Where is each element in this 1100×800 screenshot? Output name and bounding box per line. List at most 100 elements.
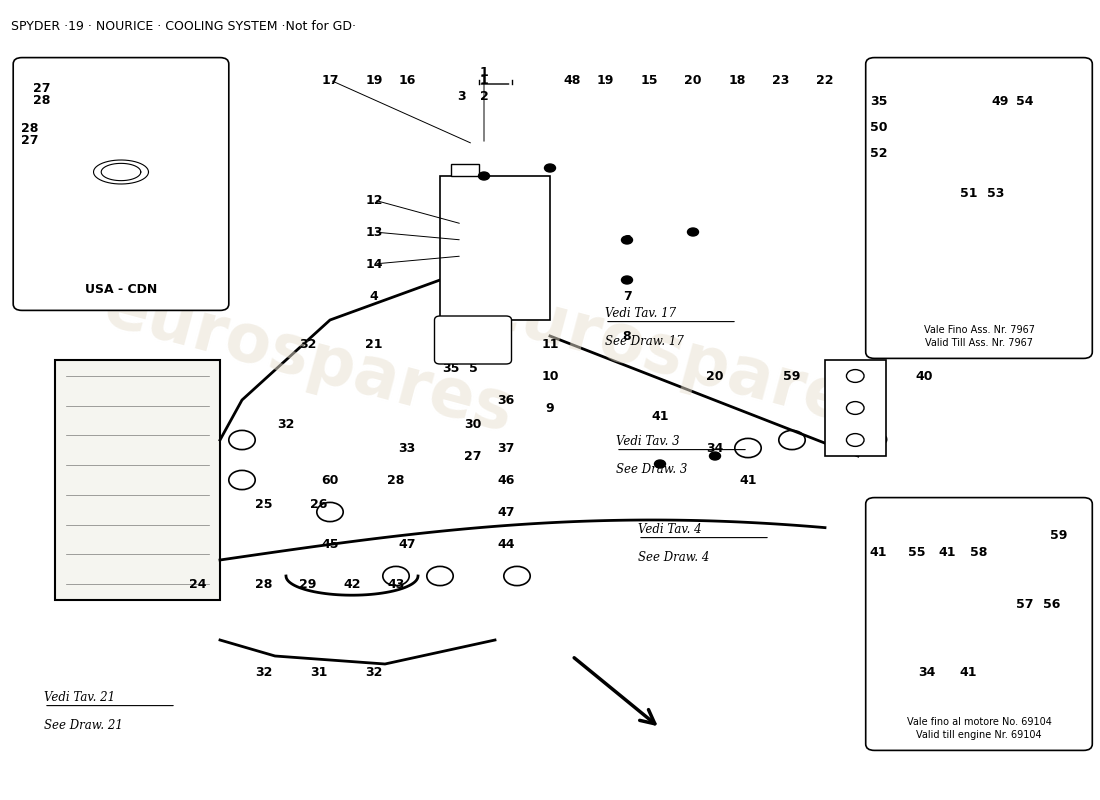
Text: Vedi Tav. 3: Vedi Tav. 3 — [616, 435, 680, 448]
Text: 44: 44 — [497, 538, 515, 550]
Text: 35: 35 — [442, 362, 460, 374]
Text: 1: 1 — [480, 74, 488, 86]
Text: 32: 32 — [365, 666, 383, 678]
Text: 41: 41 — [939, 546, 956, 558]
Text: 41: 41 — [739, 474, 757, 486]
Text: 57: 57 — [1016, 598, 1034, 611]
Text: 10: 10 — [541, 370, 559, 382]
Text: 13: 13 — [365, 226, 383, 238]
Text: 25: 25 — [255, 498, 273, 510]
Text: See Draw. 17: See Draw. 17 — [605, 335, 684, 348]
Text: SPYDER ·19 · NOURICE · COOLING SYSTEM ·Not for GD·: SPYDER ·19 · NOURICE · COOLING SYSTEM ·N… — [11, 20, 356, 33]
Text: 31: 31 — [310, 666, 328, 678]
Text: 60: 60 — [321, 474, 339, 486]
Text: 49: 49 — [991, 95, 1009, 108]
Circle shape — [710, 452, 720, 460]
Bar — [825, 360, 886, 456]
Bar — [440, 176, 550, 320]
Text: 28: 28 — [255, 578, 273, 590]
Text: 18: 18 — [728, 74, 746, 86]
Text: 34: 34 — [706, 442, 724, 454]
Text: 20: 20 — [684, 74, 702, 86]
Text: 47: 47 — [398, 538, 416, 550]
Text: Vedi Tav. 4: Vedi Tav. 4 — [638, 523, 702, 536]
Text: 7: 7 — [623, 290, 631, 302]
Text: See Draw. 21: See Draw. 21 — [44, 719, 123, 732]
Text: 37: 37 — [497, 442, 515, 454]
Text: 28: 28 — [33, 94, 51, 106]
Circle shape — [621, 276, 632, 284]
Text: 54: 54 — [1016, 95, 1034, 108]
Text: eurospares: eurospares — [96, 274, 520, 446]
FancyBboxPatch shape — [866, 498, 1092, 750]
Text: 16: 16 — [398, 74, 416, 86]
Text: Vedi Tav. 21: Vedi Tav. 21 — [44, 691, 116, 704]
Text: 19: 19 — [365, 74, 383, 86]
Bar — [55, 360, 220, 600]
Text: 21: 21 — [365, 338, 383, 350]
Text: 40: 40 — [915, 370, 933, 382]
Text: 27: 27 — [464, 450, 482, 462]
Text: Vale Fino Ass. Nr. 7967
Valid Till Ass. Nr. 7967: Vale Fino Ass. Nr. 7967 Valid Till Ass. … — [924, 325, 1034, 348]
Text: 58: 58 — [970, 546, 988, 558]
Text: USA - CDN: USA - CDN — [85, 283, 157, 296]
Text: 50: 50 — [870, 121, 888, 134]
Text: 5: 5 — [469, 362, 477, 374]
Text: 6: 6 — [623, 234, 631, 246]
Text: 27: 27 — [21, 134, 38, 147]
Text: 43: 43 — [387, 578, 405, 590]
Text: 19: 19 — [596, 74, 614, 86]
Text: 41: 41 — [960, 666, 977, 678]
Text: 29: 29 — [299, 578, 317, 590]
Text: 45: 45 — [321, 538, 339, 550]
Text: 41: 41 — [870, 546, 888, 558]
Text: 34: 34 — [918, 666, 935, 678]
FancyBboxPatch shape — [866, 58, 1092, 358]
Text: 22: 22 — [816, 74, 834, 86]
Text: 59: 59 — [1049, 529, 1067, 542]
Text: 38: 38 — [849, 370, 867, 382]
Text: 46: 46 — [497, 474, 515, 486]
Circle shape — [688, 228, 698, 236]
Text: 20: 20 — [706, 370, 724, 382]
Text: 56: 56 — [1044, 598, 1060, 611]
Circle shape — [544, 164, 556, 172]
FancyBboxPatch shape — [13, 58, 229, 310]
Text: eurospares: eurospares — [470, 274, 894, 446]
Text: 17: 17 — [321, 74, 339, 86]
Text: 28: 28 — [21, 122, 38, 135]
Text: 47: 47 — [497, 506, 515, 518]
Text: See Draw. 3: See Draw. 3 — [616, 463, 688, 476]
Text: 33: 33 — [398, 442, 416, 454]
Text: 2: 2 — [480, 90, 488, 102]
Text: 35: 35 — [870, 95, 888, 108]
Text: 8: 8 — [623, 330, 631, 342]
Text: 42: 42 — [343, 578, 361, 590]
Text: 3: 3 — [458, 90, 466, 102]
Text: 36: 36 — [497, 394, 515, 406]
Text: 12: 12 — [365, 194, 383, 206]
Text: 15: 15 — [640, 74, 658, 86]
Text: Vedi Tav. 17: Vedi Tav. 17 — [605, 307, 676, 320]
Text: 30: 30 — [464, 418, 482, 430]
Text: 55: 55 — [908, 546, 925, 558]
Text: 4: 4 — [370, 290, 378, 302]
Text: 23: 23 — [772, 74, 790, 86]
Text: 9: 9 — [546, 402, 554, 414]
Text: 53: 53 — [987, 187, 1004, 200]
Circle shape — [654, 460, 666, 468]
Text: 32: 32 — [299, 338, 317, 350]
Text: 32: 32 — [255, 666, 273, 678]
Text: 41: 41 — [651, 410, 669, 422]
Text: 28: 28 — [387, 474, 405, 486]
Text: 27: 27 — [33, 82, 51, 94]
Circle shape — [621, 236, 632, 244]
FancyBboxPatch shape — [434, 316, 512, 364]
Text: 1: 1 — [480, 66, 488, 78]
Text: 24: 24 — [189, 578, 207, 590]
Text: 59: 59 — [783, 370, 801, 382]
Text: Vale fino al motore No. 69104
Valid till engine Nr. 69104: Vale fino al motore No. 69104 Valid till… — [906, 717, 1052, 740]
Text: 11: 11 — [541, 338, 559, 350]
Text: 48: 48 — [563, 74, 581, 86]
Text: 52: 52 — [870, 146, 888, 160]
